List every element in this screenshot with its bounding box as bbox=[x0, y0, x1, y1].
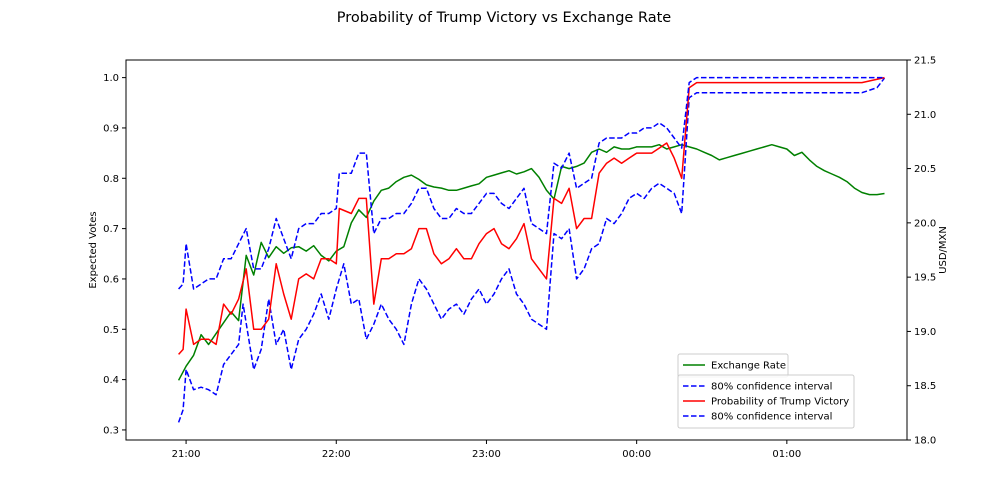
chart-title: Probability of Trump Victory vs Exchange… bbox=[337, 10, 671, 26]
left-tick-label: 0.9 bbox=[103, 123, 119, 134]
right-tick-label: 21.5 bbox=[914, 56, 936, 67]
x-tick-label: 23:00 bbox=[472, 449, 501, 460]
right-tick-label: 20.5 bbox=[914, 164, 936, 175]
x-tick-label: 01:00 bbox=[772, 449, 801, 460]
left-tick-label: 1.0 bbox=[103, 73, 119, 84]
left-y-axis: 0.3 0.4 0.5 0.6 0.7 0.8 0.9 1.0 bbox=[103, 73, 126, 436]
left-y-axis-label: Expected Votes bbox=[88, 211, 99, 288]
right-tick-label: 18.5 bbox=[914, 381, 936, 392]
right-y-axis: 18.0 18.5 19.0 19.5 20.0 20.5 21.0 21.5 bbox=[907, 56, 936, 447]
left-tick-label: 0.8 bbox=[103, 174, 119, 185]
left-tick-label: 0.7 bbox=[103, 224, 119, 235]
plot-area bbox=[177, 76, 886, 423]
plot-frame bbox=[125, 59, 908, 441]
right-tick-label: 20.0 bbox=[914, 218, 936, 229]
legend-label: 80% confidence interval bbox=[711, 382, 832, 393]
left-tick-label: 0.3 bbox=[103, 425, 119, 436]
right-tick-label: 19.0 bbox=[914, 327, 936, 338]
series-line-1 bbox=[177, 77, 886, 423]
left-tick-label: 0.6 bbox=[103, 274, 119, 285]
left-tick-label: 0.5 bbox=[103, 325, 119, 336]
series-line-0 bbox=[177, 143, 885, 381]
legend-label: Exchange Rate bbox=[711, 361, 786, 372]
legend-label: 80% confidence interval bbox=[711, 412, 832, 423]
series-line-2 bbox=[178, 76, 885, 355]
x-tick-label: 22:00 bbox=[322, 449, 351, 460]
right-tick-label: 21.0 bbox=[914, 110, 936, 121]
right-tick-label: 18.0 bbox=[914, 436, 936, 447]
x-tick-label: 21:00 bbox=[172, 449, 201, 460]
x-tick-label: 00:00 bbox=[622, 449, 651, 460]
series-line-3 bbox=[178, 76, 885, 290]
legend-box bbox=[677, 374, 855, 429]
legend: Exchange Rate 80% confidence interval Prob… bbox=[677, 353, 855, 429]
legend-label: Probability of Trump Victory bbox=[711, 397, 849, 408]
right-tick-label: 19.5 bbox=[914, 273, 936, 284]
x-axis: 21:00 22:00 23:00 00:00 01:00 bbox=[172, 440, 801, 460]
left-tick-label: 0.4 bbox=[103, 375, 119, 386]
right-y-axis-label: USD/MXN bbox=[938, 226, 949, 274]
